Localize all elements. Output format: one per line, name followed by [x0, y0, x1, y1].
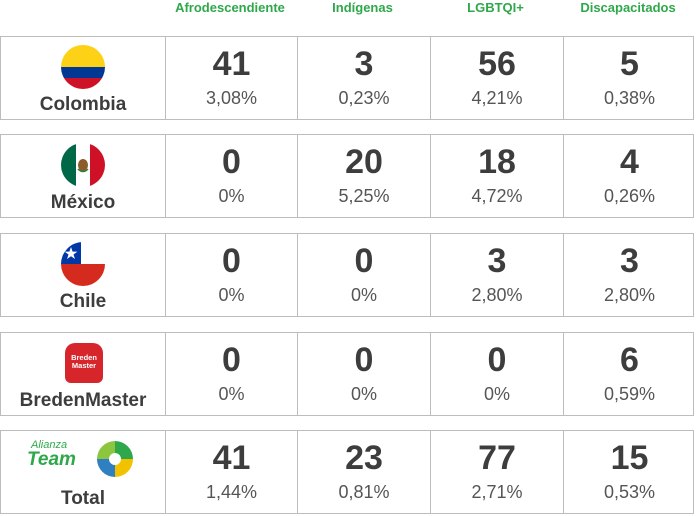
row-label-cell: México [1, 135, 165, 217]
value-cell: 0 0% [297, 234, 430, 316]
count-value: 3 [487, 242, 507, 280]
count-value: 23 [345, 439, 383, 477]
row-label-cell: Colombia [1, 37, 165, 119]
percent-value: 4,72% [471, 186, 523, 206]
value-cell: 77 2,71% [430, 431, 563, 513]
alianza-logo-text: Alianza [31, 439, 68, 451]
count-value: 0 [222, 341, 241, 379]
percent-value: 2,71% [471, 482, 523, 502]
table-row-chile: Chile 0 0% 0 0% 3 2,80% 3 2,80% [0, 233, 694, 317]
count-value: 0 [222, 143, 241, 181]
value-cell: 5 0,38% [563, 37, 695, 119]
count-value: 18 [478, 143, 516, 181]
value-cell: 0 0% [430, 333, 563, 415]
value-cell: 0 0% [165, 333, 297, 415]
row-label-cell: Chile [1, 234, 165, 316]
column-header-indigenas: Indígenas [332, 0, 393, 15]
percent-value: 5,25% [338, 186, 390, 206]
count-value: 20 [345, 143, 383, 181]
table-row-mexico: México 0 0% 20 5,25% 18 4,72% 4 0,26% [0, 134, 694, 218]
count-value: 0 [487, 341, 507, 379]
percent-value: 0,38% [603, 88, 656, 108]
column-header-afrodescendiente: Afrodescendiente [175, 0, 285, 15]
count-value: 3 [620, 242, 639, 280]
percent-value: 0,81% [338, 482, 390, 502]
percent-value: 2,80% [603, 285, 656, 305]
percent-value: 0% [218, 186, 245, 206]
row-label: Chile [59, 291, 107, 312]
table-row-colombia: Colombia 41 3,08% 3 0,23% 56 4,21% 5 0,3… [0, 36, 694, 120]
value-cell: 20 5,25% [297, 135, 430, 217]
percent-value: 0% [218, 285, 245, 305]
percent-value: 0,26% [603, 186, 656, 206]
percent-value: 0,23% [338, 88, 390, 108]
alianza-swirl-icon [97, 441, 133, 477]
column-header-discapacitados: Discapacitados [580, 0, 676, 15]
count-value: 41 [212, 45, 251, 83]
percent-value: 0% [218, 384, 245, 404]
table-row-total: Alianza Team Total 41 1,44% 23 0,81% 77 … [0, 430, 694, 514]
count-value: 0 [222, 242, 241, 280]
bredenmaster-logo-text: Breden Master [71, 353, 97, 370]
value-cell: 4 0,26% [563, 135, 695, 217]
value-cell: 18 4,72% [430, 135, 563, 217]
value-cell: 0 0% [165, 135, 297, 217]
bredenmaster-logo-icon: Breden Master [65, 343, 103, 383]
percent-value: 4,21% [471, 88, 523, 108]
count-value: 77 [478, 439, 516, 477]
count-value: 5 [620, 45, 639, 83]
row-label: BredenMaster [19, 390, 147, 411]
alianza-team-logo-icon: Alianza Team [27, 437, 139, 483]
value-cell: 23 0,81% [297, 431, 430, 513]
value-cell: 15 0,53% [563, 431, 695, 513]
row-label-cell: Breden Master BredenMaster [1, 333, 165, 415]
count-value: 0 [354, 341, 374, 379]
mexico-flag-icon [61, 143, 105, 187]
percent-value: 0,53% [603, 482, 656, 502]
count-value: 3 [354, 45, 374, 83]
count-value: 41 [212, 439, 251, 477]
row-label: México [50, 192, 116, 213]
percent-value: 0,59% [603, 384, 656, 404]
value-cell: 3 2,80% [563, 234, 695, 316]
value-cell: 0 0% [165, 234, 297, 316]
value-cell: 41 3,08% [165, 37, 297, 119]
row-label: Total [61, 488, 105, 509]
count-value: 56 [478, 45, 516, 83]
table-row-bredenmaster: Breden Master BredenMaster 0 0% 0 0% 0 0… [0, 332, 694, 416]
percent-value: 0% [350, 384, 377, 404]
percent-value: 0% [350, 285, 377, 305]
row-label: Colombia [39, 94, 127, 115]
count-value: 6 [620, 341, 639, 379]
count-value: 4 [620, 143, 639, 181]
percent-value: 0% [483, 384, 510, 404]
column-header-lgbtqi: LGBTQI+ [467, 0, 524, 15]
value-cell: 41 1,44% [165, 431, 297, 513]
row-label-cell: Alianza Team Total [1, 431, 165, 513]
percent-value: 3,08% [205, 88, 258, 108]
value-cell: 6 0,59% [563, 333, 695, 415]
colombia-flag-icon [61, 45, 105, 89]
count-value: 15 [610, 439, 649, 477]
team-logo-text: Team [27, 449, 76, 470]
percent-value: 2,80% [471, 285, 523, 305]
count-value: 0 [354, 242, 374, 280]
value-cell: 0 0% [297, 333, 430, 415]
percent-value: 1,44% [205, 482, 258, 502]
chile-flag-icon [61, 242, 105, 286]
value-cell: 3 2,80% [430, 234, 563, 316]
value-cell: 56 4,21% [430, 37, 563, 119]
value-cell: 3 0,23% [297, 37, 430, 119]
